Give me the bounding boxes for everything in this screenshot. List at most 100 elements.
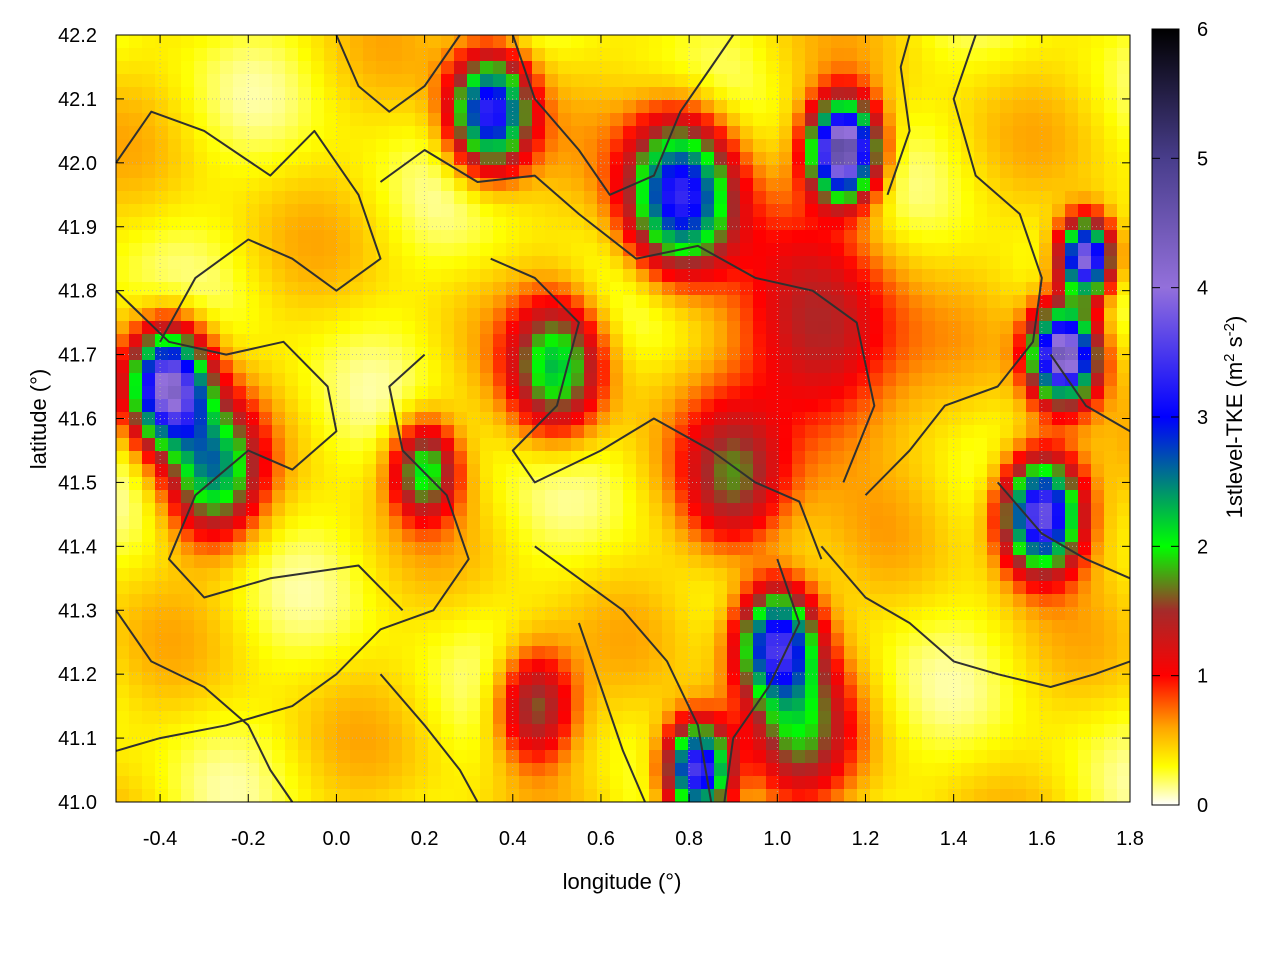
heatmap-cell	[298, 373, 311, 386]
heatmap-cell	[389, 750, 402, 763]
heatmap-cell	[961, 256, 974, 269]
heatmap-cell	[1117, 295, 1130, 308]
heatmap-cell	[805, 451, 818, 464]
heatmap-cell	[909, 360, 922, 373]
heatmap-cell	[1026, 620, 1039, 633]
heatmap-cell	[779, 321, 792, 334]
heatmap-cell	[948, 48, 961, 61]
heatmap-cell	[272, 74, 285, 87]
heatmap-cell	[831, 464, 844, 477]
heatmap-cell	[1000, 399, 1013, 412]
heatmap-cell	[896, 126, 909, 139]
heatmap-cell	[714, 191, 727, 204]
heatmap-cell	[1039, 581, 1052, 594]
heatmap-cell	[948, 412, 961, 425]
heatmap-cell	[194, 776, 207, 789]
heatmap-cell	[350, 438, 363, 451]
heatmap-cell	[844, 165, 857, 178]
heatmap-cell	[636, 568, 649, 581]
heatmap-cell	[116, 230, 129, 243]
heatmap-cell	[883, 594, 896, 607]
heatmap-cell	[142, 529, 155, 542]
heatmap-cell	[961, 295, 974, 308]
heatmap-cell	[1013, 789, 1026, 802]
heatmap-cell	[974, 490, 987, 503]
heatmap-cell	[1000, 724, 1013, 737]
heatmap-cell	[1065, 243, 1078, 256]
heatmap-cell	[467, 711, 480, 724]
heatmap-cell	[818, 672, 831, 685]
heatmap-cell	[142, 607, 155, 620]
heatmap-cell	[467, 503, 480, 516]
heatmap-cell	[233, 763, 246, 776]
heatmap-cell	[220, 360, 233, 373]
heatmap-cell	[805, 633, 818, 646]
heatmap-cell	[766, 48, 779, 61]
heatmap-cell	[233, 178, 246, 191]
heatmap-cell	[714, 282, 727, 295]
heatmap-cell	[805, 35, 818, 48]
heatmap-cell	[389, 581, 402, 594]
heatmap-cell	[597, 204, 610, 217]
heatmap-cell	[948, 594, 961, 607]
heatmap-cell	[220, 113, 233, 126]
heatmap-cell	[1039, 126, 1052, 139]
heatmap-cell	[129, 48, 142, 61]
heatmap-cell	[220, 48, 233, 61]
heatmap-cell	[1117, 750, 1130, 763]
heatmap-cell	[857, 269, 870, 282]
heatmap-cell	[376, 87, 389, 100]
heatmap-cell	[792, 568, 805, 581]
heatmap-cell	[636, 724, 649, 737]
heatmap-cell	[324, 763, 337, 776]
y-tick-label: 41.2	[58, 664, 97, 686]
heatmap-cell	[649, 464, 662, 477]
heatmap-cell	[857, 633, 870, 646]
heatmap-cell	[324, 178, 337, 191]
heatmap-cell	[818, 191, 831, 204]
heatmap-cell	[298, 490, 311, 503]
heatmap-cell	[688, 204, 701, 217]
heatmap-cell	[857, 451, 870, 464]
heatmap-cell	[649, 685, 662, 698]
heatmap-cell	[740, 685, 753, 698]
heatmap-cell	[1039, 659, 1052, 672]
heatmap-cell	[311, 74, 324, 87]
heatmap-cell	[623, 698, 636, 711]
heatmap-cell	[298, 347, 311, 360]
heatmap-cell	[1052, 256, 1065, 269]
heatmap-cell	[363, 789, 376, 802]
heatmap-cell	[246, 295, 259, 308]
heatmap-cell	[948, 555, 961, 568]
heatmap-cell	[467, 776, 480, 789]
heatmap-cell	[389, 503, 402, 516]
heatmap-cell	[649, 724, 662, 737]
heatmap-cell	[831, 360, 844, 373]
heatmap-cell	[792, 35, 805, 48]
heatmap-cell	[194, 230, 207, 243]
heatmap-cell	[1000, 425, 1013, 438]
heatmap-cell	[844, 620, 857, 633]
heatmap-cell	[207, 373, 220, 386]
heatmap-cell	[142, 61, 155, 74]
heatmap-cell	[545, 646, 558, 659]
heatmap-cell	[220, 789, 233, 802]
heatmap-cell	[1013, 230, 1026, 243]
heatmap-cell	[181, 438, 194, 451]
heatmap-cell	[935, 425, 948, 438]
heatmap-cell	[246, 100, 259, 113]
heatmap-cell	[1091, 438, 1104, 451]
heatmap-cell	[818, 373, 831, 386]
heatmap-cell	[714, 620, 727, 633]
heatmap-cell	[623, 620, 636, 633]
heatmap-cell	[1091, 763, 1104, 776]
heatmap-cell	[857, 217, 870, 230]
heatmap-cell	[1078, 243, 1091, 256]
heatmap-cell	[142, 685, 155, 698]
heatmap-cell	[376, 477, 389, 490]
heatmap-cell	[1104, 152, 1117, 165]
heatmap-cell	[571, 282, 584, 295]
heatmap-cell	[779, 87, 792, 100]
heatmap-cell	[584, 61, 597, 74]
heatmap-cell	[129, 282, 142, 295]
